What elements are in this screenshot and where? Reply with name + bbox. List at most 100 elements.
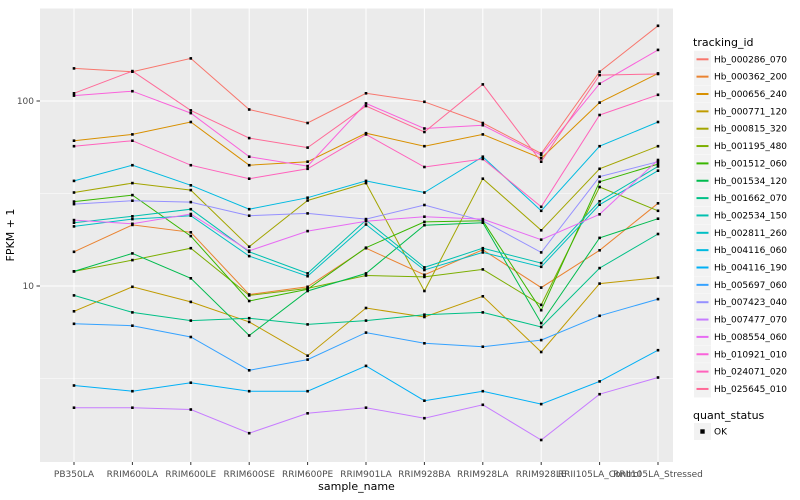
data-point-Hb_001662_070-RRIM928LE xyxy=(539,325,543,329)
data-point-Hb_025645_010-RRIM600PE xyxy=(306,146,309,149)
data-point-Hb_007477_070-RRIM928LE xyxy=(539,438,543,442)
data-point-Hb_007477_070-RRIM600PE xyxy=(306,412,309,415)
data-point-Hb_007477_070-RRIM901LA xyxy=(364,406,368,409)
data-point-Hb_000362_200-RRII105LA_Control xyxy=(598,249,601,252)
legend-title-tracking-id: tracking_id xyxy=(693,36,754,49)
x-tick-label-RRIM600LE: RRIM600LE xyxy=(165,470,216,480)
data-point-Hb_004116_060-RRIM928LE xyxy=(539,209,543,213)
data-point-Hb_008554_060-RRII105LA_Control xyxy=(598,213,601,216)
x-tick-label-RRIM600LA: RRIM600LA xyxy=(107,470,159,480)
data-point-Hb_000362_200-RRIM600LE xyxy=(189,231,193,234)
data-point-Hb_001512_060-RRIM600LA xyxy=(131,193,134,197)
data-point-Hb_025645_010-RRIM600LE xyxy=(189,109,193,112)
x-tick-label-RRIM600SE: RRIM600SE xyxy=(223,470,275,480)
data-point-Hb_004116_190-RRIM600LE xyxy=(189,381,193,384)
y-tick-label-100: 100 xyxy=(17,97,34,107)
data-point-Hb_000771_120-RRII105LA_Control xyxy=(598,282,601,285)
legend-label-Hb_005697_060: Hb_005697_060 xyxy=(714,281,787,291)
data-point-Hb_000656_240-RRII105LA_Control xyxy=(598,101,601,104)
data-point-Hb_000815_320-RRIM600PE xyxy=(306,199,309,202)
data-point-Hb_001662_070-RRIM600PE xyxy=(306,323,309,326)
data-point-Hb_002811_260-RRII105LA_Control xyxy=(598,203,601,206)
data-point-Hb_001534_120-RRIM600SE xyxy=(247,334,251,337)
data-point-Hb_005697_060-PB350LA xyxy=(72,322,76,326)
data-point-Hb_004116_060-RRII105LA_Control xyxy=(598,144,601,148)
data-point-Hb_010921_010-RRII105LA_Control xyxy=(598,82,601,85)
data-point-Hb_024071_020-RRII105LA_Stressed xyxy=(656,93,660,97)
data-point-Hb_025645_010-RRIM901LA xyxy=(364,104,368,108)
data-point-Hb_002811_260-RRIM600SE xyxy=(247,254,251,258)
data-point-Hb_025645_010-RRII105LA_Stressed xyxy=(656,72,660,76)
data-point-Hb_024071_020-RRIM600LA xyxy=(131,139,134,142)
data-point-Hb_007423_040-RRIM600SE xyxy=(247,214,251,217)
data-point-Hb_000286_070-RRIM928LA xyxy=(481,121,485,125)
x-tick-label-RRIM928LA: RRIM928LA xyxy=(457,470,509,480)
data-point-Hb_000362_200-RRIM928BA xyxy=(423,273,426,277)
data-point-Hb_004116_060-RRIM928LA xyxy=(481,155,485,158)
legend-label-Hb_004116_060: Hb_004116_060 xyxy=(714,246,787,256)
data-point-Hb_007477_070-RRII105LA_Stressed xyxy=(656,376,660,379)
data-point-Hb_008554_060-RRIM928BA xyxy=(423,215,426,218)
plot-panel xyxy=(40,8,673,462)
data-point-Hb_004116_190-RRIM600LA xyxy=(131,389,134,393)
legend-label-Hb_025645_010: Hb_025645_010 xyxy=(714,385,787,395)
data-point-Hb_004116_190-PB350LA xyxy=(72,384,76,387)
data-point-Hb_001534_120-RRII105LA_Control xyxy=(598,236,601,240)
data-point-Hb_024071_020-RRIM600LE xyxy=(189,163,193,167)
data-point-Hb_008554_060-RRII105LA_Stressed xyxy=(656,158,660,162)
legend-label-Hb_002534_150: Hb_002534_150 xyxy=(714,211,787,221)
data-point-Hb_005697_060-RRIM600LA xyxy=(131,324,134,327)
data-point-Hb_001662_070-RRIM600LE xyxy=(189,319,193,322)
data-point-Hb_005697_060-RRII105LA_Control xyxy=(598,314,601,318)
data-point-Hb_000286_070-RRIM600PE xyxy=(306,121,309,125)
data-point-Hb_002811_260-RRIM928BA xyxy=(423,268,426,272)
legend-label-Hb_001195_480: Hb_001195_480 xyxy=(714,142,787,152)
data-point-Hb_002534_150-RRII105LA_Control xyxy=(598,200,601,203)
data-point-Hb_002534_150-RRIM928BA xyxy=(423,266,426,269)
data-point-Hb_000771_120-RRIM928LE xyxy=(539,350,543,354)
data-point-Hb_000286_070-RRIM600LE xyxy=(189,57,193,60)
x-tick-label-RRIM928LE: RRIM928LE xyxy=(516,470,567,480)
data-point-Hb_004116_190-RRII105LA_Control xyxy=(598,380,601,383)
x-axis-title: sample_name xyxy=(318,480,395,493)
data-point-Hb_000656_240-RRIM600LE xyxy=(189,120,193,124)
data-point-Hb_000771_120-PB350LA xyxy=(72,310,76,313)
data-point-Hb_010921_010-RRIM928LE xyxy=(539,153,543,157)
data-point-Hb_004116_190-RRIM600SE xyxy=(247,389,251,393)
data-point-Hb_024071_020-RRIM928LA xyxy=(481,157,485,161)
data-point-Hb_007423_040-RRIM928LA xyxy=(481,219,485,223)
data-point-Hb_007423_040-RRII105LA_Stressed xyxy=(656,160,660,163)
data-point-Hb_004116_060-PB350LA xyxy=(72,179,76,183)
data-point-Hb_000362_200-RRII105LA_Stressed xyxy=(656,202,660,205)
data-point-Hb_008554_060-PB350LA xyxy=(72,218,76,222)
data-point-Hb_010921_010-RRIM600LE xyxy=(189,111,193,115)
data-point-Hb_000815_320-RRIM600LA xyxy=(131,181,134,185)
data-point-Hb_000286_070-RRII105LA_Stressed xyxy=(656,24,660,28)
data-point-Hb_000771_120-RRIM600LE xyxy=(189,300,193,304)
data-point-Hb_000815_320-RRIM600LE xyxy=(189,188,193,192)
data-point-Hb_001512_060-RRII105LA_Stressed xyxy=(656,162,660,166)
data-point-Hb_000656_240-RRIM600SE xyxy=(247,163,251,167)
data-point-Hb_000815_320-RRIM901LA xyxy=(364,181,368,185)
legend-label-Hb_000656_240: Hb_000656_240 xyxy=(714,90,787,100)
data-point-Hb_001195_480-RRIM928LA xyxy=(481,268,485,271)
legend-label-Hb_010921_010: Hb_010921_010 xyxy=(714,350,787,360)
data-point-Hb_000362_200-RRIM928LE xyxy=(539,286,543,289)
data-point-Hb_008554_060-RRIM901LA xyxy=(364,219,368,223)
data-point-Hb_001534_120-RRII105LA_Stressed xyxy=(656,217,660,220)
data-point-Hb_001512_060-RRIM600SE xyxy=(247,299,251,303)
data-point-Hb_000286_070-RRIM600SE xyxy=(247,108,251,111)
data-point-Hb_002811_260-PB350LA xyxy=(72,225,76,228)
data-point-Hb_007477_070-RRIM928BA xyxy=(423,416,426,420)
x-tick-label-RRIM600PE: RRIM600PE xyxy=(282,470,334,480)
data-point-Hb_001195_480-RRIM600LA xyxy=(131,258,134,262)
data-point-Hb_025645_010-RRII105LA_Control xyxy=(598,73,601,77)
data-point-Hb_000815_320-RRII105LA_Control xyxy=(598,167,601,171)
data-point-Hb_001195_480-RRIM928BA xyxy=(423,275,426,279)
data-point-Hb_007423_040-RRIM600LA xyxy=(131,199,134,202)
data-point-Hb_007477_070-RRIM928LA xyxy=(481,403,485,407)
data-point-Hb_000771_120-RRIM928LA xyxy=(481,295,485,298)
data-point-Hb_004116_190-RRIM928BA xyxy=(423,399,426,402)
data-point-Hb_024071_020-RRIM901LA xyxy=(364,133,368,136)
